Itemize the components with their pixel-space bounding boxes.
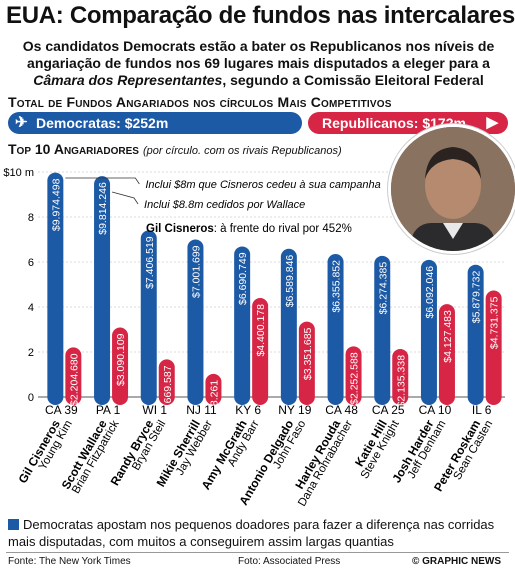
dem-value-label: $5.879.732 xyxy=(471,271,483,324)
page-title: EUA: Comparação de fundos nas intercalar… xyxy=(6,2,515,29)
rep-bar xyxy=(158,359,175,405)
note2-leader xyxy=(111,191,139,205)
dem-bar xyxy=(187,239,204,405)
rep-bar xyxy=(485,290,502,405)
rep-bar xyxy=(298,321,315,405)
y-tick-label: 4 xyxy=(28,302,34,314)
rep-value-label: $2.204.680 xyxy=(68,353,80,406)
rep-bar xyxy=(252,297,269,405)
subtitle-line-3: Câmara dos Representantes, segundo a Com… xyxy=(6,72,511,89)
dem-bar xyxy=(140,230,157,405)
donkey-icon: ✈ xyxy=(15,114,28,131)
top10-subheading: (por círculo. com os rivais Republicanos… xyxy=(142,145,342,157)
dem-total-pill: ✈ Democratas: $252m xyxy=(8,112,302,134)
district-label: WI 1 xyxy=(142,403,167,417)
rep-value-label: $3.090.109 xyxy=(115,333,127,386)
rep-value-label: $4.400.178 xyxy=(255,304,267,357)
rep-bar xyxy=(112,327,129,405)
y-tick-label: 6 xyxy=(28,257,34,269)
rep-value-label: $3.351.685 xyxy=(302,327,314,380)
callout-text: : à frente do rival por 452% xyxy=(214,223,352,235)
callout: Gil Cisneros: à frente do rival por 452% xyxy=(146,223,352,235)
dem-bar xyxy=(420,259,437,405)
top10-chart: Top 10 Angariadores (por círculo. com os … xyxy=(0,140,515,520)
dem-value-label: $9.814.246 xyxy=(97,182,109,235)
district-label: IL 6 xyxy=(472,403,492,417)
dem-value-label: $7.001.699 xyxy=(190,245,202,298)
elephant-icon: ▶ xyxy=(486,114,498,131)
rep-bar xyxy=(205,373,222,405)
dem-bar xyxy=(327,253,344,405)
dem-bar xyxy=(374,255,391,405)
footer-note: Democratas apostam nos pequenos doadores… xyxy=(8,517,495,549)
dem-value-label: $9.974.498 xyxy=(50,178,62,231)
callout-name: Gil Cisneros xyxy=(146,223,214,235)
dem-value-label: $6.355.852 xyxy=(331,260,343,313)
dem-value-label: $6.274.385 xyxy=(377,262,389,315)
rep-value-label: $2.252.588 xyxy=(349,352,361,405)
dem-bar xyxy=(94,176,111,405)
dem-value-label: $6.092.046 xyxy=(424,266,436,319)
rep-value-label: $4.127.483 xyxy=(442,310,454,363)
y-tick-label: 8 xyxy=(28,212,34,224)
district-label: KY 6 xyxy=(235,403,261,417)
district-label: PA 1 xyxy=(96,403,121,417)
rep-value-label: $1.028.261 xyxy=(208,380,220,433)
legend-square-icon xyxy=(8,519,19,530)
district-label: CA 48 xyxy=(325,403,358,417)
note2: Inclui $8.8m cedidos por Wallace xyxy=(144,199,305,211)
district-label: CA 10 xyxy=(419,403,452,417)
dem-value-label: $6.690.749 xyxy=(237,252,249,305)
footer-divider xyxy=(6,552,509,553)
rep-value-label: $4.731.375 xyxy=(489,296,501,349)
subtitle-rest: , segundo a Comissão Eleitoral Federal xyxy=(222,72,484,88)
dem-bar xyxy=(234,246,251,405)
subtitle-line-2: angariação de fundos nos 69 lugares mais… xyxy=(27,55,490,71)
dem-value-label: $7.406.519 xyxy=(144,236,156,289)
dem-bar xyxy=(47,172,64,405)
photo-credit: Foto: Associated Press xyxy=(238,556,341,567)
rep-bar xyxy=(392,348,409,405)
y-tick-label: $10 m xyxy=(3,167,34,179)
district-label: NY 19 xyxy=(278,403,311,417)
dem-total-label: Democratas: $252m xyxy=(36,115,169,131)
subtitle-house: Câmara dos Representantes xyxy=(33,72,223,88)
candidate-photo xyxy=(388,124,515,254)
note1: Inclui $8m que Cisneros cedeu à sua camp… xyxy=(145,179,380,191)
portrait-icon xyxy=(391,127,515,251)
source: Fonte: The New York Times xyxy=(8,556,131,567)
subtitle: Os candidatos Democrats estão a bater os… xyxy=(6,38,511,89)
y-tick-label: 0 xyxy=(28,392,34,404)
dem-bar xyxy=(280,248,297,405)
brand: © GRAPHIC NEWS xyxy=(412,556,502,567)
totals-heading: Total de Fundos Angariados nos círculos … xyxy=(8,94,392,110)
rep-bar xyxy=(65,347,82,405)
rep-value-label: $2.135.338 xyxy=(395,355,407,408)
district-label: NJ 11 xyxy=(186,403,217,417)
subtitle-line-1: Os candidatos Democrats estão a bater os… xyxy=(22,38,495,54)
y-tick-label: 2 xyxy=(28,347,34,359)
dem-bar xyxy=(467,264,484,405)
rep-bar xyxy=(438,304,455,405)
rep-bar xyxy=(345,346,362,405)
note1-leader xyxy=(65,177,140,185)
top10-heading: Top 10 Angariadores (por círculo. com os … xyxy=(8,141,342,157)
district-label: CA 39 xyxy=(45,403,78,417)
dem-value-label: $6.589.846 xyxy=(284,255,296,308)
district-label: CA 25 xyxy=(372,403,405,417)
rep-value-label: $1.669.587 xyxy=(162,365,174,418)
